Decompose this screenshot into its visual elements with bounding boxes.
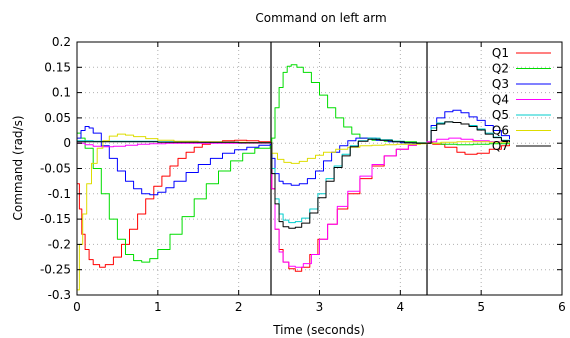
y-tick-label: -0.15 [40, 212, 71, 226]
x-tick-label: 3 [316, 300, 324, 314]
y-axis-ticks: -0.3 -0.25 -0.2 -0.15 -0.1 -0.05 0 0.05 0.1 0.15 0… [40, 35, 562, 302]
x-tick-label: 5 [477, 300, 485, 314]
x-tick-label: 2 [235, 300, 243, 314]
y-tick-label: 0.05 [44, 111, 71, 125]
series-line-q6 [77, 133, 510, 291]
y-tick-label: 0.1 [52, 86, 71, 100]
legend-label-q1: Q1 [492, 46, 509, 60]
y-tick-label: 0 [63, 136, 71, 150]
series-line-q3 [77, 109, 510, 196]
event-markers [270, 42, 428, 295]
y-tick-label: -0.25 [40, 263, 71, 277]
y-tick-label: -0.1 [48, 187, 71, 201]
chart-title: Command on left arm [255, 11, 386, 25]
grid-lines [77, 42, 562, 295]
x-tick-label: 6 [558, 300, 566, 314]
legend-label-q4: Q4 [492, 93, 509, 107]
legend-label-q7: Q7 [492, 139, 509, 153]
legend-label-q3: Q3 [492, 77, 509, 91]
series-line-q4 [77, 137, 510, 268]
x-axis-ticks: 0 1 2 3 4 5 6 [73, 42, 566, 314]
legend-label-q2: Q2 [492, 62, 509, 76]
series-line-q1 [77, 139, 510, 272]
y-tick-label: 0.2 [52, 35, 71, 49]
data-series [77, 64, 510, 291]
y-tick-label: -0.3 [48, 288, 71, 302]
x-axis-label: Time (seconds) [272, 323, 365, 337]
x-tick-label: 0 [73, 300, 81, 314]
y-tick-label: 0.15 [44, 60, 71, 74]
x-tick-label: 1 [154, 300, 162, 314]
legend-label-q5: Q5 [492, 108, 509, 122]
x-tick-label: 4 [397, 300, 405, 314]
series-line-q7 [77, 121, 510, 229]
y-axis-label: Command (rad/s) [11, 115, 25, 220]
y-tick-label: -0.05 [40, 162, 71, 176]
y-tick-label: -0.2 [48, 237, 71, 251]
legend-label-q6: Q6 [492, 124, 509, 138]
